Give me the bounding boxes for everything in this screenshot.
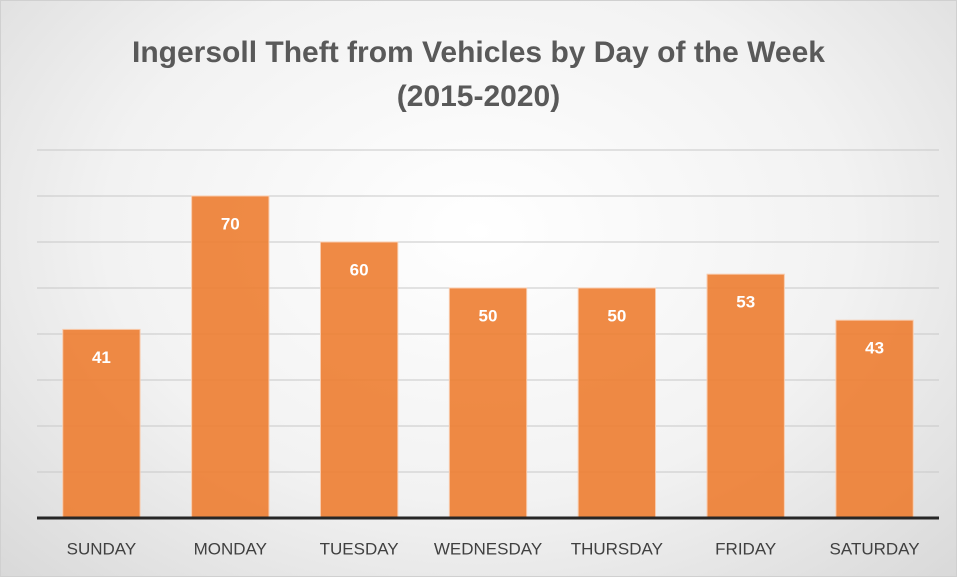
x-tick-label: MONDAY <box>194 539 267 558</box>
bar <box>62 328 141 519</box>
bar <box>448 287 528 519</box>
data-label: 43 <box>865 339 884 358</box>
data-label: 50 <box>479 306 498 325</box>
bar <box>706 273 785 519</box>
data-label: 41 <box>92 348 111 367</box>
data-label: 60 <box>350 260 369 279</box>
bar <box>577 287 657 519</box>
x-tick-label: TUESDAY <box>320 539 399 558</box>
x-tick-label: SUNDAY <box>67 539 137 558</box>
data-label: 70 <box>221 214 240 233</box>
data-label: 50 <box>607 306 626 325</box>
bar <box>191 195 270 519</box>
bar <box>319 241 399 519</box>
x-tick-label: WEDNESDAY <box>434 539 542 558</box>
x-tick-label: THURSDAY <box>571 539 663 558</box>
chart-title: Ingersoll Theft from Vehicles by Day of … <box>132 36 825 113</box>
x-tick-label: FRIDAY <box>715 539 776 558</box>
bar <box>835 319 914 519</box>
data-label: 53 <box>736 293 755 312</box>
x-tick-label: SATURDAY <box>830 539 920 558</box>
